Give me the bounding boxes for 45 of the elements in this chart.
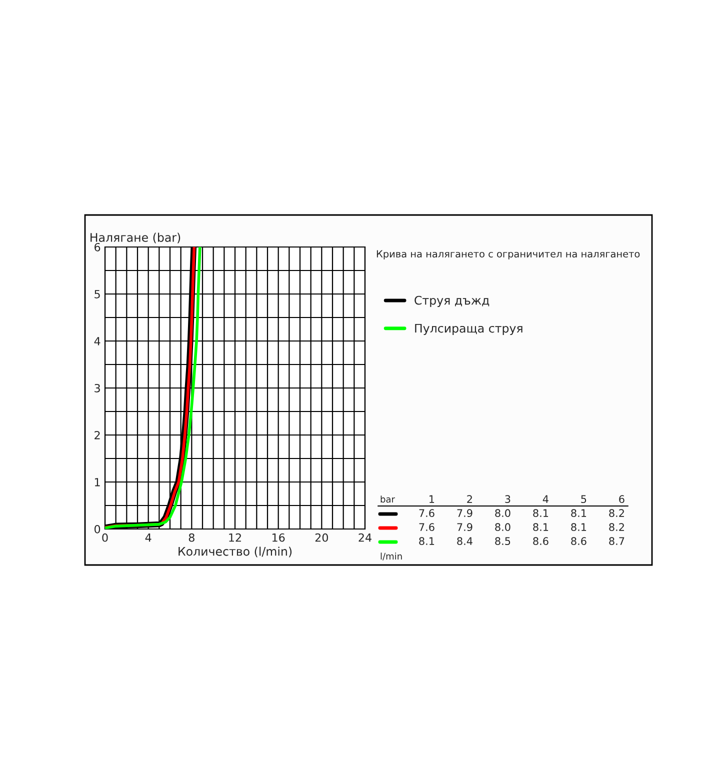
legend-label: Струя дъжд — [414, 296, 490, 308]
x-tick-label: 4 — [145, 534, 152, 542]
text: 8.6 — [571, 537, 586, 546]
text: 6 — [619, 495, 624, 504]
y-tick-label: 6 — [94, 242, 100, 252]
text: 8.2 — [609, 509, 624, 518]
text: 7.9 — [457, 509, 472, 518]
y-tick-label: 2 — [94, 430, 100, 440]
text: 8.2 — [609, 523, 624, 532]
y-tick-label: 5 — [94, 290, 100, 298]
y-axis-title: Налягане (bar) — [90, 232, 180, 244]
y-tick-label: 1 — [94, 478, 100, 486]
text: 8.1 — [571, 509, 586, 518]
x-tick-label: 12 — [229, 533, 241, 542]
text: 2 — [467, 495, 472, 503]
text: 8.5 — [495, 537, 510, 546]
text: 7.6 — [419, 509, 434, 518]
x-tick-label: 0 — [102, 533, 108, 542]
text: 8.0 — [495, 509, 510, 518]
x-axis-title: Количество (l/min) — [178, 546, 292, 558]
text: bar — [380, 496, 395, 503]
y-tick-label: 0 — [94, 524, 100, 534]
text: 8.4 — [457, 537, 472, 546]
text: 7.6 — [419, 523, 434, 532]
text: Крива на налягането с ограничител на налягането — [376, 250, 640, 260]
y-tick-label: 4 — [94, 337, 100, 346]
text: 1 — [430, 495, 434, 503]
text: 8.1 — [571, 523, 586, 532]
text: l/min — [380, 552, 402, 560]
text: 8.0 — [495, 523, 510, 532]
x-tick-label: 20 — [315, 533, 328, 542]
legend-label: Пулсираща струя — [415, 324, 522, 336]
x-tick-label: 16 — [272, 533, 285, 542]
x-tick-label: 8 — [188, 533, 194, 542]
text: 8.1 — [419, 537, 434, 546]
text: 8.1 — [533, 523, 548, 532]
text: 7.9 — [457, 523, 472, 532]
text: 8.7 — [609, 537, 624, 546]
x-tick-label: 24 — [358, 533, 372, 542]
y-tick-label: 3 — [94, 384, 100, 392]
text: 8.6 — [533, 537, 548, 546]
text: 4 — [542, 495, 548, 503]
text: 3 — [505, 495, 510, 504]
text: 8.1 — [533, 509, 548, 518]
text: 5 — [581, 495, 586, 504]
